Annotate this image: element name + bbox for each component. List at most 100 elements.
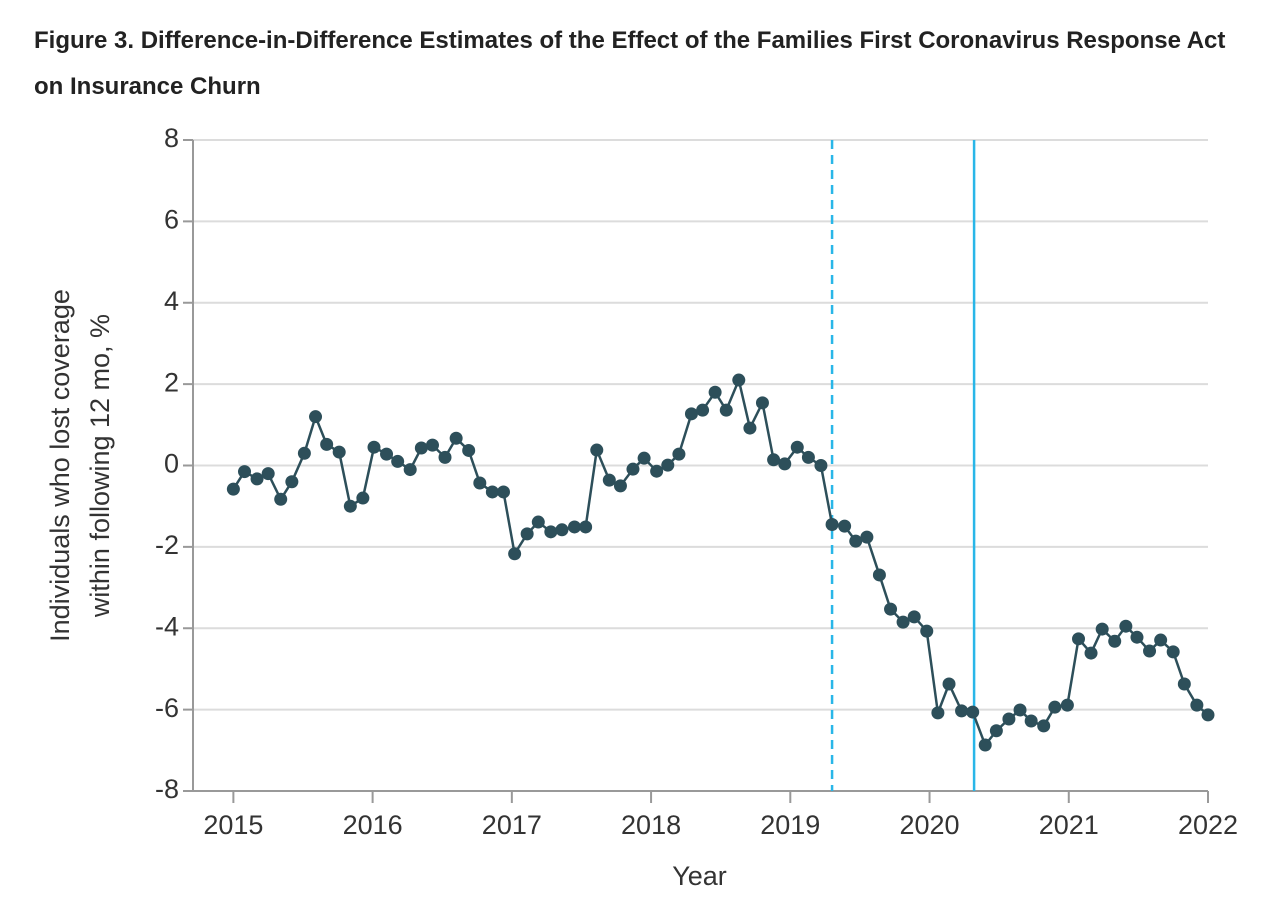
data-point <box>1154 633 1168 647</box>
data-point <box>343 499 357 513</box>
data-point <box>637 451 651 465</box>
data-point <box>274 492 288 506</box>
data-point <box>825 517 839 531</box>
data-point <box>838 519 852 533</box>
x-tick-label: 2016 <box>343 810 403 840</box>
x-tick-label: 2017 <box>482 810 542 840</box>
data-point <box>449 431 463 445</box>
data-point <box>860 530 874 544</box>
data-point <box>896 615 910 629</box>
data-point <box>238 465 252 479</box>
data-point <box>920 624 934 638</box>
data-point <box>462 443 476 457</box>
data-point <box>579 520 593 534</box>
data-point <box>1072 632 1086 646</box>
data-point <box>790 440 804 454</box>
data-point <box>626 462 640 476</box>
y-tick-label: 2 <box>164 367 179 397</box>
data-point <box>767 453 781 467</box>
data-point <box>1119 619 1133 633</box>
data-point <box>544 525 558 539</box>
data-point <box>966 705 980 719</box>
chart-title: Figure 3. Difference-in-Difference Estim… <box>34 27 1226 100</box>
data-point <box>309 410 323 424</box>
y-axis-label: Individuals who lost coverage within foll… <box>45 289 115 642</box>
y-tick-label: -8 <box>155 774 179 804</box>
data-point <box>590 443 604 457</box>
data-point <box>297 446 311 460</box>
data-point <box>801 450 815 464</box>
data-point <box>1037 719 1051 733</box>
data-point <box>520 527 534 541</box>
y-tick-label: -6 <box>155 693 179 723</box>
data-point <box>414 441 428 455</box>
data-point <box>485 485 499 499</box>
data-point <box>1095 622 1109 636</box>
x-tick-label: 2022 <box>1178 810 1238 840</box>
data-point <box>391 454 405 468</box>
data-point <box>755 396 769 410</box>
data-point <box>907 610 921 624</box>
data-point <box>1002 712 1016 726</box>
data-point <box>1084 646 1098 660</box>
data-point <box>942 677 956 691</box>
data-point <box>473 476 487 490</box>
data-point <box>814 459 828 472</box>
y-tick-label: 4 <box>164 286 179 316</box>
y-tick-label: -4 <box>155 611 179 641</box>
data-point <box>849 534 863 548</box>
data-point <box>531 515 545 529</box>
data-point <box>380 447 394 461</box>
data-point <box>567 520 581 534</box>
data-point <box>508 547 522 561</box>
x-tick-label: 2015 <box>203 810 263 840</box>
y-tick-label: 0 <box>164 449 179 479</box>
data-point <box>496 485 510 499</box>
data-point <box>1048 700 1062 714</box>
data-point <box>1013 703 1027 717</box>
data-point <box>743 421 757 435</box>
data-point <box>696 403 710 417</box>
data-point <box>555 523 569 537</box>
y-axis-label-line: within following 12 mo, % <box>85 314 115 618</box>
x-tick-label: 2020 <box>899 810 959 840</box>
y-tick-label: 6 <box>164 205 179 235</box>
data-point <box>778 457 792 471</box>
data-point <box>403 463 417 477</box>
data-point <box>613 479 627 493</box>
y-axis-label-line: Individuals who lost coverage <box>45 289 75 642</box>
data-point <box>732 373 746 387</box>
data-point <box>650 464 664 478</box>
x-axis-label: Year <box>672 861 727 891</box>
data-point <box>1177 677 1191 691</box>
data-point <box>672 447 686 461</box>
data-point <box>1024 714 1038 728</box>
data-point <box>719 403 733 417</box>
data-point <box>955 704 969 718</box>
data-point <box>884 602 898 616</box>
data-point <box>684 407 698 421</box>
data-point <box>661 458 675 472</box>
data-point <box>367 440 381 454</box>
data-point <box>320 437 334 451</box>
data-point <box>989 724 1003 738</box>
data-point <box>602 473 616 487</box>
series-line <box>232 375 1209 748</box>
data-point <box>1166 645 1180 659</box>
data-point <box>1060 698 1074 712</box>
data-point <box>332 445 346 459</box>
data-point <box>285 475 299 489</box>
x-tick-label: 2018 <box>621 810 681 840</box>
data-point <box>425 438 439 452</box>
data-point <box>438 450 452 464</box>
data-point <box>226 482 240 496</box>
data-point <box>1130 630 1144 644</box>
data-point <box>356 491 370 505</box>
y-tick-label: 8 <box>164 123 179 153</box>
data-point <box>1201 708 1215 722</box>
data-point <box>708 385 722 399</box>
data-point <box>1108 634 1122 648</box>
data-point <box>978 738 992 752</box>
data-point <box>931 706 945 720</box>
